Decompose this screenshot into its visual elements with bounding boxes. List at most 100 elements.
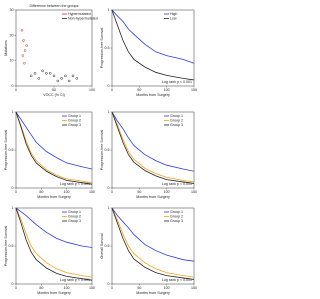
- y-axis-label: Progression-free Survival: [4, 226, 8, 267]
- survival-curve: [111, 111, 195, 172]
- point: [60, 77, 63, 80]
- x-tick-label: 150: [191, 286, 197, 290]
- survival-curve: [111, 207, 195, 262]
- point: [29, 74, 33, 78]
- x-tick-label: 100: [89, 88, 95, 92]
- x-axis-label: Months from Surgery: [37, 291, 71, 295]
- y-tick-label: 0: [12, 84, 14, 88]
- legend-label: Group 1: [170, 114, 183, 118]
- legend-label: Group 2: [170, 214, 183, 218]
- x-axis-label: Months from Surgery: [136, 291, 170, 295]
- annotation: Log rank p < 0.001: [162, 182, 192, 186]
- point: [75, 77, 79, 80]
- x-tick-label: 0: [15, 190, 17, 194]
- legend-label: Group 1: [68, 114, 81, 118]
- survival-curve: [111, 111, 195, 183]
- x-tick-label: 0: [15, 88, 17, 92]
- y-tick-label: 0.5: [105, 244, 110, 248]
- y-tick-label: 0: [108, 186, 110, 190]
- y-axis-label: Mutations: [4, 40, 8, 56]
- y-tick-label: 0.5: [9, 244, 14, 248]
- x-tick-label: 50: [39, 190, 43, 194]
- survival-curve: [15, 207, 93, 248]
- survival-curve: [15, 207, 93, 278]
- annotation: Log rank p < 0.001: [60, 182, 90, 186]
- point: [71, 74, 75, 78]
- survival-curve: [15, 207, 93, 281]
- x-tick-label: 100: [64, 190, 70, 194]
- legend-label: Low: [170, 16, 177, 20]
- y-tick-label: 0: [108, 282, 110, 286]
- point: [33, 72, 37, 75]
- annotation: Log rank p < 0.001: [162, 80, 192, 84]
- survival-curve: [111, 9, 195, 64]
- point: [23, 61, 26, 65]
- legend-label: Group 3: [68, 219, 81, 223]
- legend-label: Non-hypermutated: [68, 16, 98, 20]
- point: [56, 79, 60, 83]
- point: [67, 79, 71, 83]
- x-tick-label: 50: [39, 286, 43, 290]
- point: [21, 54, 25, 57]
- annotation: Log rank p < 0.001: [162, 278, 192, 282]
- y-axis-label: Progression-free Survival: [100, 28, 104, 69]
- legend-label: High: [170, 12, 177, 16]
- x-tick-label: 0: [111, 88, 113, 92]
- x-axis-label: VOCC (% CI): [43, 93, 65, 97]
- y-tick-label: 0: [12, 186, 14, 190]
- y-tick-label: 1: [12, 206, 14, 210]
- survival-curve: [111, 207, 195, 280]
- survival-curve: [111, 207, 195, 278]
- x-tick-label: 0: [111, 286, 113, 290]
- x-tick-label: 50: [137, 88, 141, 92]
- point: [52, 74, 56, 78]
- legend-label: Group 1: [170, 210, 183, 214]
- x-tick-label: 50: [52, 88, 56, 92]
- legend-label: Group 3: [170, 123, 183, 127]
- x-tick-label: 100: [164, 88, 170, 92]
- plot-frame: [111, 9, 195, 87]
- x-tick-label: 0: [15, 286, 17, 290]
- survival-curve: [15, 111, 93, 170]
- x-axis-label: Months from Surgery: [136, 195, 170, 199]
- x-axis-label: Months from Surgery: [37, 195, 71, 199]
- y-tick-label: 0: [108, 84, 110, 88]
- point: [22, 39, 25, 42]
- legend-label: Group 3: [68, 123, 81, 127]
- y-tick-label: 30: [10, 8, 14, 12]
- legend-label: Group 2: [68, 214, 81, 218]
- x-tick-label: 100: [64, 286, 70, 290]
- legend-label: Group 1: [68, 210, 81, 214]
- x-axis-label: Months from Surgery: [136, 93, 170, 97]
- legend-label: Hypermutated: [68, 12, 91, 16]
- survival-curve: [111, 111, 195, 184]
- x-tick-label: 50: [137, 286, 141, 290]
- point: [20, 29, 24, 32]
- point: [37, 77, 41, 80]
- y-tick-label: 0.5: [105, 46, 110, 50]
- x-tick-label: 150: [191, 190, 197, 194]
- y-tick-label: 1: [108, 8, 110, 12]
- x-tick-label: 100: [164, 190, 170, 194]
- y-tick-label: 0.5: [9, 148, 14, 152]
- point: [64, 74, 67, 78]
- point: [45, 72, 48, 75]
- y-tick-label: 1: [12, 110, 14, 114]
- figure: Difference between the groups VOCC (% CI)…: [4, 4, 197, 295]
- survival-curve: [111, 9, 195, 81]
- point: [41, 69, 44, 73]
- x-tick-label: 150: [191, 88, 197, 92]
- x-tick-label: 150: [89, 286, 95, 290]
- y-tick-label: 1: [108, 206, 110, 210]
- y-tick-label: 10: [10, 59, 14, 63]
- point: [25, 44, 28, 47]
- survival-curve: [15, 111, 93, 185]
- plot-frame: [15, 9, 93, 87]
- legend-label: Group 2: [68, 118, 81, 122]
- legend-label: Group 3: [170, 219, 183, 223]
- y-axis-label: Overall Survival: [100, 233, 104, 258]
- legend-label: Group 2: [170, 118, 183, 122]
- x-tick-label: 150: [89, 190, 95, 194]
- annotation: Log rank p < 0.001: [60, 278, 90, 282]
- point: [48, 72, 52, 75]
